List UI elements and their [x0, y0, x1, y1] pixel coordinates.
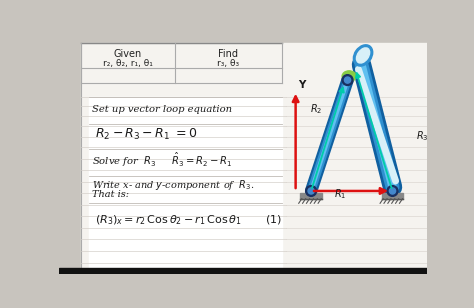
Circle shape	[345, 77, 351, 83]
Bar	[89, 97, 282, 268]
Circle shape	[308, 188, 314, 194]
Circle shape	[342, 75, 353, 85]
Text: $R_1$: $R_1$	[334, 187, 347, 201]
Bar	[382, 192, 403, 199]
Text: $R_2 - R_3 - R_1\ =0$: $R_2 - R_3 - R_1\ =0$	[95, 126, 198, 142]
Text: Given: Given	[114, 49, 142, 59]
Bar	[81, 43, 282, 268]
Text: Solve for  $R_3$     $\hat{R}_3 = R_2 - R_1$: Solve for $R_3$ $\hat{R}_3 = R_2 - R_1$	[92, 151, 232, 169]
Circle shape	[387, 185, 398, 197]
Ellipse shape	[354, 45, 373, 66]
Circle shape	[390, 188, 396, 194]
Bar	[282, 43, 427, 268]
Text: $(R_3)_x = r_2\,\mathrm{Cos}\,\theta_2 - r_1\,\mathrm{Cos}\,\theta_1$       $(1): $(R_3)_x = r_2\,\mathrm{Cos}\,\theta_2 -…	[95, 213, 282, 227]
Text: Write x- and $y$-component of  $R_3$.: Write x- and $y$-component of $R_3$.	[92, 178, 254, 192]
Text: r₃, θ₃: r₃, θ₃	[218, 59, 239, 68]
Text: $R_3$: $R_3$	[416, 129, 428, 143]
Text: $R_2$: $R_2$	[310, 103, 322, 116]
Bar	[59, 268, 427, 274]
Bar	[300, 192, 322, 199]
Circle shape	[306, 185, 317, 197]
Ellipse shape	[356, 48, 370, 63]
Ellipse shape	[342, 71, 356, 82]
Text: Set up vector loop equation: Set up vector loop equation	[92, 105, 232, 114]
Bar	[59, 37, 81, 268]
Text: That is:: That is:	[92, 190, 129, 199]
Text: Y: Y	[298, 80, 305, 90]
Text: r₂, θ₂, r₁, θ₁: r₂, θ₂, r₁, θ₁	[103, 59, 153, 68]
Text: Find: Find	[219, 49, 238, 59]
